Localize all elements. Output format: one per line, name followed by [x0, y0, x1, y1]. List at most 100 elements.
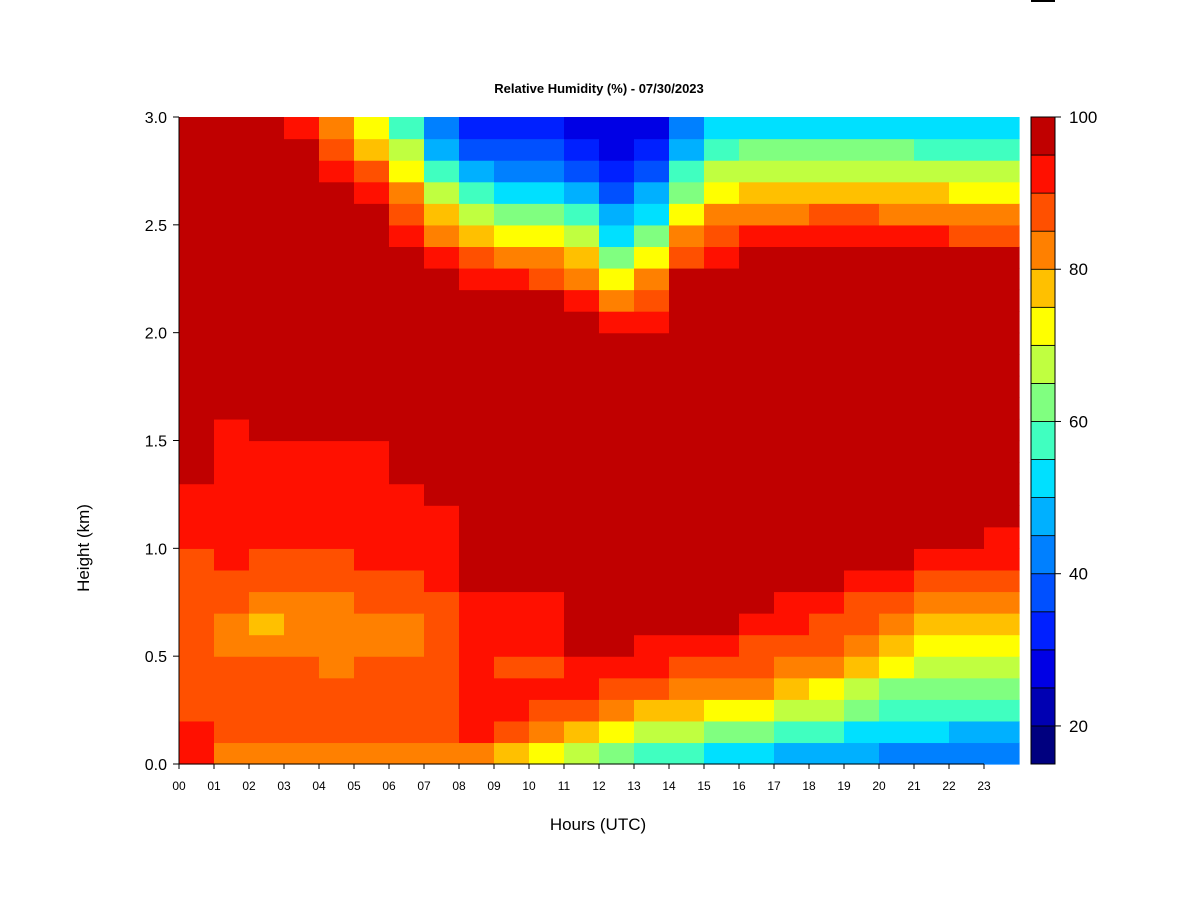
heatmap-cell	[949, 656, 985, 679]
heatmap-cell	[459, 224, 495, 247]
colorbar-swatch	[1030, 459, 1056, 498]
heatmap-cell	[459, 332, 495, 355]
heatmap-cell	[949, 483, 985, 506]
heatmap-cell	[879, 591, 915, 614]
colorbar-swatch	[1030, 116, 1056, 156]
heatmap-cell	[669, 224, 705, 247]
heatmap-cell	[249, 224, 285, 247]
heatmap-cell	[354, 613, 390, 636]
heatmap-cell	[284, 656, 320, 679]
heatmap-cell	[564, 397, 600, 420]
heatmap-cell	[669, 354, 705, 377]
heatmap-cell	[914, 483, 950, 506]
heatmap-cell	[389, 203, 425, 226]
heatmap-cell	[739, 375, 775, 398]
heatmap-cell	[214, 375, 250, 398]
heatmap-cell	[844, 505, 880, 528]
heatmap-cell	[844, 117, 880, 140]
heatmap-cell	[844, 224, 880, 247]
heatmap-cell	[564, 224, 600, 247]
heatmap-cell	[949, 354, 985, 377]
heatmap-cell	[284, 224, 320, 247]
heatmap-cell	[354, 397, 390, 420]
heatmap-cell	[844, 677, 880, 700]
heatmap-cell	[739, 117, 775, 140]
heatmap-cell	[809, 267, 845, 291]
heatmap-cell	[214, 613, 250, 636]
heatmap-cell	[844, 613, 880, 636]
heatmap-cell	[879, 634, 915, 657]
heatmap-cell	[284, 634, 320, 657]
heatmap-cell	[319, 440, 355, 463]
heatmap-cell	[634, 160, 670, 183]
heatmap-cell	[669, 505, 705, 528]
heatmap-cell	[809, 591, 845, 614]
heatmap-cell	[634, 656, 670, 679]
heatmap-cell	[459, 483, 495, 506]
heatmap-cell	[774, 742, 810, 765]
colorbar-tick-label: 80	[1069, 260, 1088, 279]
heatmap-cell	[739, 526, 775, 549]
heatmap-cell	[529, 203, 565, 226]
heatmap-cell	[914, 375, 950, 398]
heatmap-cell	[249, 742, 285, 765]
heatmap-cell	[634, 462, 670, 485]
heatmap-cell	[704, 677, 740, 700]
heatmap-cell	[634, 311, 670, 334]
heatmap-cell	[389, 354, 425, 377]
heatmap-cell	[599, 677, 635, 700]
heatmap-cell	[774, 181, 810, 204]
heatmap-cell	[914, 634, 950, 657]
heatmap-cell	[984, 720, 1020, 744]
heatmap-cell	[459, 160, 495, 183]
heatmap-cell	[319, 332, 355, 355]
heatmap-cell	[634, 613, 670, 636]
heatmap-cell	[599, 720, 635, 744]
heatmap-cell	[284, 397, 320, 420]
heatmap-cell	[319, 203, 355, 226]
heatmap-cell	[704, 246, 740, 269]
heatmap-cell	[669, 397, 705, 420]
heatmap-cell	[739, 634, 775, 657]
heatmap-cell	[704, 332, 740, 355]
heatmap-cell	[214, 462, 250, 485]
heatmap-cell	[249, 267, 285, 291]
heatmap-cell	[389, 418, 425, 442]
heatmap-cell	[319, 289, 355, 312]
heatmap-cell	[214, 332, 250, 355]
heatmap-cell	[949, 203, 985, 226]
heatmap-cell	[634, 267, 670, 291]
heatmap-cell	[249, 613, 285, 636]
heatmap-cell	[634, 332, 670, 355]
heatmap-cell	[424, 203, 460, 226]
heatmap-cell	[704, 160, 740, 183]
heatmap-cell	[599, 462, 635, 485]
heatmap-cell	[704, 742, 740, 765]
heatmap-cell	[319, 418, 355, 442]
heatmap-cell	[354, 505, 390, 528]
heatmap-cell	[354, 483, 390, 506]
heatmap-cell	[494, 613, 530, 636]
heatmap-cell	[774, 720, 810, 744]
heatmap-cell	[179, 483, 215, 506]
heatmap-cell	[529, 246, 565, 269]
heatmap-cell	[634, 591, 670, 614]
heatmap-cell	[984, 375, 1020, 398]
x-tick-label: 03	[277, 779, 291, 793]
heatmap-cell	[739, 418, 775, 442]
heatmap-cell	[739, 181, 775, 204]
heatmap-cell	[984, 267, 1020, 291]
heatmap-cell	[669, 548, 705, 571]
heatmap-cell	[774, 548, 810, 571]
heatmap-cell	[424, 720, 460, 744]
heatmap-cell	[984, 203, 1020, 226]
heatmap-cell	[284, 354, 320, 377]
heatmap-cell	[564, 699, 600, 722]
heatmap-cell	[914, 311, 950, 334]
heatmap-cell	[354, 548, 390, 571]
heatmap-cell	[179, 613, 215, 636]
colorbar-swatch	[1030, 230, 1056, 270]
heatmap-cell	[634, 742, 670, 765]
heatmap-cell	[319, 311, 355, 334]
heatmap-cell	[424, 418, 460, 442]
